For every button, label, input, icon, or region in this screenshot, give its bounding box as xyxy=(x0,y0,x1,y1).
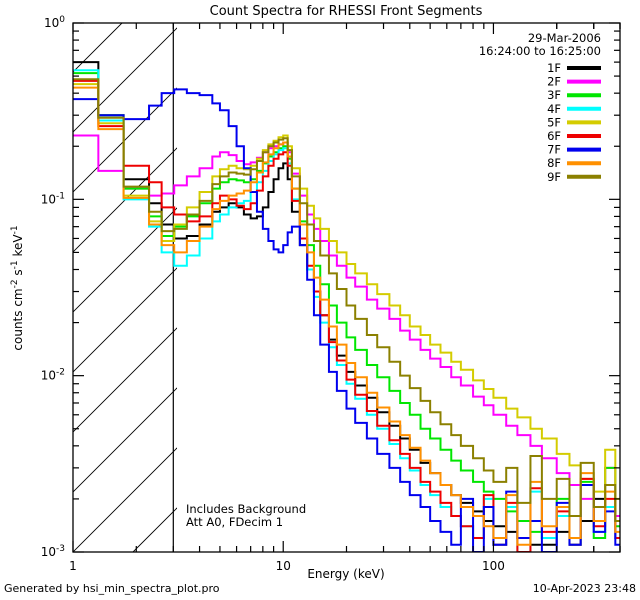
y-axis-label-text: counts cm xyxy=(11,288,25,350)
spectra-curves xyxy=(73,61,620,552)
legend-label-2f: 2F xyxy=(547,75,561,89)
x-tick-label: 10 xyxy=(276,559,291,573)
footer-timestamp: 10-Apr-2023 23:48 xyxy=(533,582,636,595)
y-tick-label: 10-3 xyxy=(41,544,65,559)
y-tick-label: 100 xyxy=(44,15,65,30)
svg-text:counts cm-2 s-1 keV-1: counts cm-2 s-1 keV-1 xyxy=(10,225,25,350)
spectrum-line-9f xyxy=(73,78,620,522)
x-tick-label: 1 xyxy=(69,559,77,573)
x-axis-label: Energy (keV) xyxy=(307,567,384,581)
legend-label-7f: 7F xyxy=(547,143,561,157)
x-tick-label: 100 xyxy=(482,559,505,573)
y-axis-label: counts cm-2 s-1 keV-1 xyxy=(10,225,25,350)
annotation-includes-background: Includes Background xyxy=(186,502,306,516)
y-tick-label: 10-1 xyxy=(41,191,65,206)
y-tick-label: 10-2 xyxy=(41,368,65,383)
legend-label-5f: 5F xyxy=(547,115,561,129)
page-title: Count Spectra for RHESSI Front Segments xyxy=(210,4,483,19)
excluded-energy-hatch xyxy=(73,23,177,552)
legend-label-3f: 3F xyxy=(547,88,561,102)
footer-generator: Generated by hsi_min_spectra_plot.pro xyxy=(4,582,220,595)
observation-time-range: 16:24:00 to 16:25:00 xyxy=(479,44,601,58)
legend-label-9f: 9F xyxy=(547,170,561,184)
observation-date: 29-Mar-2006 xyxy=(528,31,601,45)
annotation-attenuator-state: Att A0, FDecim 1 xyxy=(186,515,283,529)
axes xyxy=(72,22,621,553)
legend-label-1f: 1F xyxy=(547,61,561,75)
legend-label-6f: 6F xyxy=(547,129,561,143)
legend-label-4f: 4F xyxy=(547,102,561,116)
tick-labels: 1 10 100 100 10-1 10-2 10-3 xyxy=(41,15,505,573)
legend-label-8f: 8F xyxy=(547,156,561,170)
